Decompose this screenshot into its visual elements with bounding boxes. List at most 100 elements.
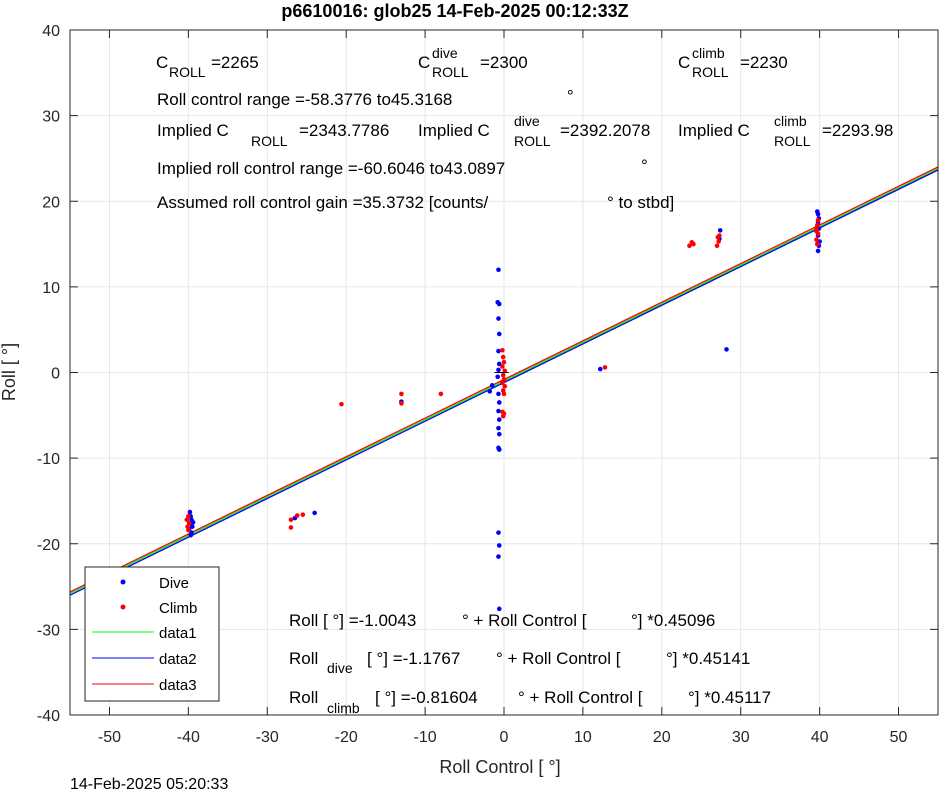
- dive-point: [717, 228, 723, 233]
- dive-point: [190, 520, 196, 525]
- dive-point: [496, 447, 502, 452]
- y-axis-label: Roll [ °]: [0, 343, 19, 401]
- y-tick-label: 40: [42, 23, 60, 40]
- x-tick-label: 20: [653, 729, 671, 746]
- climb-point: [438, 391, 444, 397]
- legend-dive-marker: [120, 579, 126, 585]
- climb-point: [687, 243, 692, 249]
- svg-text:ROLL: ROLL: [432, 64, 469, 80]
- dive-point: [188, 532, 194, 538]
- svg-text:=2343.7786: =2343.7786: [299, 121, 389, 140]
- annotation-c-roll-climb: C climb ROLL =2230: [678, 45, 788, 80]
- climb-point: [602, 365, 608, 370]
- climb-point: [294, 513, 300, 518]
- svg-text:=2293.98: =2293.98: [822, 121, 893, 140]
- svg-text:dive: dive: [432, 45, 458, 61]
- y-tick-label: -10: [37, 451, 60, 468]
- dive-point: [496, 400, 502, 405]
- climb-point: [501, 391, 507, 397]
- svg-text:Implied C: Implied C: [678, 121, 750, 140]
- climb-point: [288, 525, 294, 530]
- climb-point: [300, 512, 306, 517]
- climb-point: [500, 388, 506, 393]
- climb-point: [717, 233, 722, 238]
- degree-marker: °: [567, 87, 574, 106]
- dive-point: [496, 331, 502, 337]
- x-tick-label: 10: [574, 729, 592, 746]
- climb-point: [500, 372, 506, 378]
- legend-box: [84, 566, 220, 702]
- legend-climb-label: Climb: [159, 600, 197, 617]
- climb-point: [500, 347, 505, 353]
- svg-text:climb: climb: [692, 45, 725, 61]
- axis-ticks: -50 -40 -30 -20 -10 0 10 20 30 40 50 -40 -30 -20 -10 0 1…: [37, 23, 938, 746]
- dive-point: [187, 509, 193, 515]
- svg-text:=2300: =2300: [480, 53, 528, 72]
- x-tick-label: 50: [890, 729, 908, 746]
- svg-text:ROLL: ROLL: [251, 133, 288, 149]
- svg-text:Implied C: Implied C: [157, 121, 229, 140]
- legend-dive-label: Dive: [159, 575, 189, 592]
- dive-point: [496, 301, 502, 307]
- svg-text:C: C: [156, 53, 168, 72]
- climb-point: [288, 517, 294, 523]
- climb-point: [186, 527, 191, 533]
- annotation-gain-text: Assumed roll control gain =35.3732 [coun…: [157, 193, 489, 212]
- svg-text:=2265: =2265: [211, 53, 259, 72]
- legend-data2-label: data2: [159, 651, 197, 668]
- dive-point: [312, 510, 317, 516]
- svg-text:ROLL: ROLL: [169, 64, 206, 80]
- dive-point: [815, 248, 821, 254]
- svg-text:Implied C: Implied C: [418, 121, 490, 140]
- svg-text:ROLL: ROLL: [774, 133, 811, 149]
- climb-point: [814, 222, 820, 228]
- svg-text:climb: climb: [774, 113, 807, 129]
- y-tick-label: -20: [37, 537, 60, 554]
- climb-point: [500, 364, 505, 369]
- y-tick-label: 30: [42, 109, 60, 126]
- dive-point: [489, 383, 495, 388]
- svg-text:climb: climb: [327, 700, 360, 716]
- svg-text:° + Roll Control [: ° + Roll Control [: [496, 649, 621, 668]
- x-tick-label: 30: [732, 729, 750, 746]
- x-tick-label: -50: [98, 729, 121, 746]
- svg-text:° + Roll Control [: ° + Roll Control [: [462, 611, 587, 630]
- climb-point: [186, 520, 192, 526]
- dive-point: [495, 374, 500, 380]
- legend-data1-label: data1: [159, 625, 197, 642]
- dive-point: [724, 347, 729, 352]
- legend: Dive Climb data1 data2 data3: [84, 566, 220, 702]
- svg-text:ROLL: ROLL: [514, 133, 551, 149]
- x-tick-label: 0: [500, 729, 509, 746]
- climb-point: [814, 228, 819, 234]
- climb-point: [500, 354, 506, 360]
- dive-point: [496, 348, 501, 354]
- annotation-implied-c-roll-dive: Implied C dive ROLL =2392.2078: [418, 113, 650, 149]
- fit-equation-all: Roll [ °] =-1.0043 ° + Roll Control [ °]…: [289, 611, 715, 630]
- svg-text:dive: dive: [514, 113, 540, 129]
- dive-point: [597, 366, 603, 372]
- svg-text:dive: dive: [327, 660, 353, 676]
- dive-point: [496, 408, 501, 414]
- climb-point: [815, 217, 821, 223]
- dive-point: [496, 431, 502, 437]
- climb-point: [185, 524, 190, 529]
- annotation-gain-unit: ° to stbd]: [607, 193, 674, 212]
- y-tick-label: 10: [42, 280, 60, 297]
- fit-equation-climb: Roll climb [ °] =-0.81604 ° + Roll Contr…: [289, 688, 771, 716]
- climb-point: [501, 359, 507, 365]
- annotation-c-roll: C ROLL =2265: [156, 53, 259, 80]
- climb-point: [502, 368, 508, 374]
- dive-point: [496, 267, 501, 273]
- climb-point: [714, 243, 720, 249]
- climb-point: [184, 517, 190, 523]
- dive-point: [496, 417, 502, 422]
- x-tick-label: -30: [256, 729, 279, 746]
- climb-point: [339, 401, 344, 407]
- degree-marker: °: [641, 156, 648, 175]
- dive-point: [496, 361, 502, 367]
- dive-point: [496, 316, 501, 321]
- y-tick-label: 20: [42, 194, 60, 211]
- dive-point: [496, 554, 501, 559]
- climb-point: [691, 241, 696, 247]
